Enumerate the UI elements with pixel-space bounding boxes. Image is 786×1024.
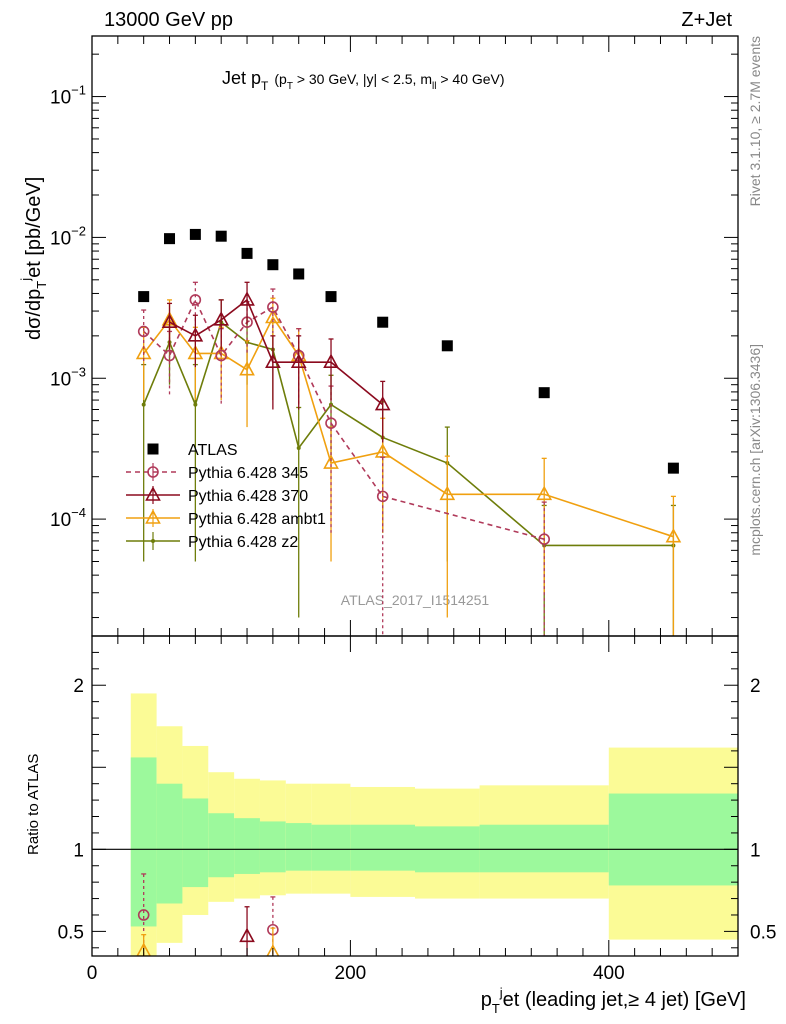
point-pythia-6-428-ambt1 xyxy=(536,485,553,501)
ratio-y-tick-label: 1 xyxy=(73,840,84,861)
mcplots-reference-label: mcplots.cern.ch [arXiv:1306.3436] xyxy=(747,344,763,556)
x-tick-label: 200 xyxy=(335,963,367,984)
band-inner-bin xyxy=(350,824,415,871)
point-pythia-6-428-ambt1 xyxy=(439,485,456,501)
ratio-y-tick-label-right: 2 xyxy=(750,676,761,697)
point-atlas xyxy=(667,462,679,474)
main-y-tick-label: 10−4 xyxy=(50,505,86,531)
ratio-y-tick-label-right: 1 xyxy=(750,840,761,861)
point-pythia-6-428-345 xyxy=(137,325,150,338)
legend-marker-pythia-6-428-345 xyxy=(147,466,159,478)
series-line-pythia-6-428-z2 xyxy=(142,320,674,547)
point-pythia-6-428-370 xyxy=(290,353,307,369)
legend-label-atlas: ATLAS xyxy=(188,442,238,459)
legend-label-pythia-6-428-345: Pythia 6.428 345 xyxy=(188,465,308,482)
band-inner-bin xyxy=(156,783,183,904)
band-inner-bin xyxy=(234,818,260,874)
band-inner-bin xyxy=(182,798,209,888)
legend-marker-pythia-6-428-370 xyxy=(145,486,161,501)
point-atlas xyxy=(377,316,389,328)
main-y-tick-label: 10−2 xyxy=(50,223,86,249)
main-y-tick-label: 10−3 xyxy=(50,364,86,390)
point-pythia-6-428-370 xyxy=(265,353,281,369)
point-pythia-6-428-370 xyxy=(239,291,255,306)
main-y-axis-label: dσ/dpTjet [pb/GeV] xyxy=(18,177,49,340)
main-y-tick-label: 10−1 xyxy=(50,83,86,109)
point-atlas xyxy=(241,247,253,259)
point-atlas xyxy=(293,268,305,280)
point-pythia-6-428-345 xyxy=(189,294,202,306)
point-pythia-6-428-z2 xyxy=(193,402,198,407)
band-inner-bin xyxy=(208,813,235,878)
series-line-pythia-6-428-345 xyxy=(143,298,545,540)
header-collision-label: 13000 GeV pp xyxy=(104,9,233,31)
legend-label-pythia-6-428-370: Pythia 6.428 370 xyxy=(188,488,308,505)
legend-marker-pythia-6-428-z2 xyxy=(151,539,155,543)
point-pythia-6-428-ambt1 xyxy=(265,308,281,324)
ratio-frame xyxy=(91,635,739,957)
point-atlas xyxy=(267,259,279,271)
point-pythia-6-428-370 xyxy=(374,395,391,411)
point-pythia-6-428-370 xyxy=(213,311,230,326)
header-process-label: Z+Jet xyxy=(681,9,732,31)
point-pythia-6-428-370 xyxy=(323,353,339,369)
point-pythia-6-428-ambt1 xyxy=(323,454,339,469)
band-inner-bin xyxy=(311,824,351,871)
ratio-y-tick-label-right: 0.5 xyxy=(750,922,776,943)
legend-marker-pythia-6-428-ambt1 xyxy=(145,509,161,524)
point-pythia-6-428-ambt1 xyxy=(239,361,255,376)
point-atlas xyxy=(325,291,337,303)
point-atlas xyxy=(215,230,227,242)
ratio-point-pythia-6-428-345 xyxy=(137,909,150,921)
series-line-pythia-6-428-370 xyxy=(169,298,384,406)
x-tick-label: 400 xyxy=(593,963,625,984)
band-inner-bin xyxy=(608,793,738,886)
point-pythia-6-428-ambt1 xyxy=(665,528,682,543)
analysis-watermark: ATLAS_2017_I1514251 xyxy=(341,592,490,608)
ratio-y-tick-label: 0.5 xyxy=(58,922,84,943)
point-pythia-6-428-345 xyxy=(325,417,337,429)
point-atlas xyxy=(441,340,453,352)
point-pythia-6-428-345 xyxy=(538,533,551,545)
ratio-point-pythia-6-428-370 xyxy=(239,927,255,943)
ratio-point-pythia-6-428-ambt1 xyxy=(266,944,280,956)
ratio-point-pythia-6-428-ambt1 xyxy=(136,942,152,956)
ratio-y-axis-label: Ratio to ATLAS xyxy=(25,754,42,855)
axes: 10−4 10−3 10−2 10−1 0 200 400 0.5 0.5 1 1 2 2 xyxy=(50,35,776,984)
band-inner-bin xyxy=(285,823,312,871)
legend-label-pythia-6-428-z2: Pythia 6.428 z2 xyxy=(188,534,298,551)
point-atlas xyxy=(189,228,201,240)
ratio-y-tick-label: 2 xyxy=(73,676,84,697)
point-pythia-6-428-345 xyxy=(267,301,279,313)
point-pythia-6-428-370 xyxy=(161,313,178,329)
point-pythia-6-428-345 xyxy=(163,349,176,362)
x-axis-label: pTjet (leading jet,≥ 4 jet) [GeV] xyxy=(481,985,746,1016)
legend-marker-atlas xyxy=(147,443,159,455)
band-inner-bin xyxy=(479,824,609,873)
point-pythia-6-428-z2 xyxy=(296,445,301,450)
point-pythia-6-428-370 xyxy=(187,327,204,342)
ratio-uncertainty-bands xyxy=(92,693,738,956)
x-tick-label: 0 xyxy=(87,963,98,984)
band-inner-bin xyxy=(259,821,286,873)
main-series xyxy=(135,228,682,636)
point-pythia-6-428-z2 xyxy=(141,402,146,407)
legend-label-pythia-6-428-ambt1: Pythia 6.428 ambt1 xyxy=(188,511,326,528)
series-line-pythia-6-428-ambt1 xyxy=(143,315,674,538)
point-atlas xyxy=(138,291,150,303)
plot-title: Jet pT (pT > 30 GeV, |y| < 2.5, mll > 40 … xyxy=(222,68,505,93)
rivet-version-label: Rivet 3.1.10, ≥ 2.7M events xyxy=(747,36,763,206)
point-atlas xyxy=(164,233,176,245)
point-atlas xyxy=(538,387,550,399)
band-inner-bin xyxy=(130,757,157,927)
legend: ATLAS Pythia 6.428 345 Pythia 6.428 370 Pyt… xyxy=(126,442,326,551)
point-pythia-6-428-345 xyxy=(215,349,227,362)
point-pythia-6-428-345 xyxy=(376,490,389,503)
